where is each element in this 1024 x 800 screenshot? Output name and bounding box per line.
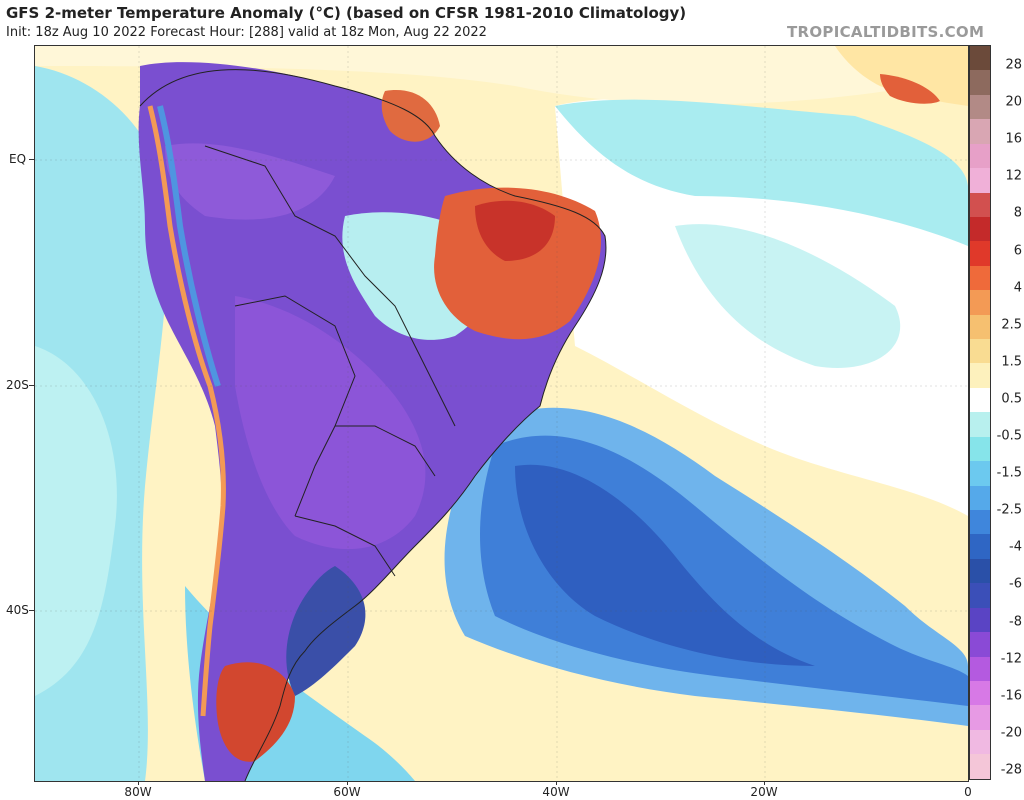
- colorbar-segment: [970, 314, 990, 340]
- warm-anomaly-northeast-brazil: [434, 187, 601, 340]
- brand-watermark: TROPICALTIDBITS.COM: [787, 23, 985, 41]
- anomaly-map: [34, 45, 969, 782]
- colorbar-segment: [970, 510, 990, 535]
- lat-label-40s: 40S: [6, 603, 29, 617]
- lat-label-eq: EQ: [9, 152, 27, 166]
- africa-landmass: [835, 46, 968, 106]
- colorbar-segment: [970, 290, 990, 315]
- map-canvas: [35, 46, 968, 781]
- warm-anomaly-patagonia: [216, 662, 295, 762]
- lon-label-80w: 80W: [124, 785, 152, 799]
- colorbar-segment: [970, 46, 990, 71]
- lon-label-0: 0: [964, 785, 972, 799]
- lon-tick: [347, 781, 348, 785]
- colorbar-label: -6: [1009, 576, 1022, 592]
- colorbar-label: -1.5: [996, 465, 1022, 481]
- colorbar-segment: [970, 754, 990, 779]
- colorbar-segment: [970, 94, 990, 120]
- colorbar-segment: [970, 461, 990, 486]
- lon-tick: [764, 781, 765, 785]
- colorbar-labels: 28 20 16 12 8 6 4 2.5 1.5 0.5 -0.5 -1.5 -2.5 -4 -6 -8 -1…: [995, 45, 1024, 780]
- warm-anomaly-north: [35, 46, 968, 105]
- andes-cool-strip: [157, 105, 221, 387]
- colorbar-segment: [970, 436, 990, 462]
- colorbar-segment: [970, 534, 990, 559]
- very-cold-anomaly-interior: [235, 296, 426, 550]
- colorbar-label: 1.5: [1001, 354, 1022, 370]
- colorbar-segment: [970, 70, 990, 95]
- lon-tick: [556, 781, 557, 785]
- colorbar-segment: [970, 241, 990, 266]
- colorbar-label: -20: [1000, 725, 1022, 741]
- warm-anomaly-guianas: [381, 90, 440, 142]
- map-subtitle: Init: 18z Aug 10 2022 Forecast Hour: [28…: [6, 25, 487, 40]
- colorbar-segment: [970, 558, 990, 584]
- colorbar-label: -4: [1009, 539, 1022, 555]
- lat-tick: [29, 610, 34, 611]
- colorbar-label: 28: [1005, 57, 1022, 73]
- lon-label-60w: 60W: [333, 785, 361, 799]
- colorbar-segment: [970, 143, 990, 169]
- colorbar-segment: [970, 363, 990, 388]
- colorbar-segment: [970, 412, 990, 437]
- colorbar-label: 20: [1005, 94, 1022, 110]
- colorbar-segment: [970, 485, 990, 511]
- colorbar-label: 0.5: [1001, 391, 1022, 407]
- colorbar-label: 2.5: [1001, 317, 1022, 333]
- lat-label-20s: 20S: [6, 378, 29, 392]
- colorbar-segment: [970, 168, 990, 193]
- lon-label-40w: 40W: [542, 785, 570, 799]
- colorbar-label: 4: [1013, 280, 1022, 296]
- colorbar: [969, 45, 991, 780]
- colorbar-label: -0.5: [996, 428, 1022, 444]
- warm-anomaly-west-africa: [880, 74, 940, 104]
- colorbar-label: -16: [1000, 688, 1022, 704]
- lon-label-20w: 20W: [750, 785, 778, 799]
- lat-tick: [29, 385, 34, 386]
- lon-tick: [138, 781, 139, 785]
- colorbar-label: -28: [1000, 762, 1022, 778]
- colorbar-label: 12: [1005, 168, 1022, 184]
- colorbar-segment: [970, 729, 990, 755]
- cold-anomaly-amazon-west: [165, 143, 335, 220]
- colorbar-label: -2.5: [996, 502, 1022, 518]
- country-borders: [139, 69, 607, 781]
- colorbar-label: -12: [1000, 651, 1022, 667]
- colorbar-label: 6: [1013, 243, 1022, 259]
- colorbar-segment: [970, 119, 990, 144]
- hot-anomaly-northeast-brazil: [475, 200, 555, 261]
- map-title: GFS 2-meter Temperature Anomaly (°C) (ba…: [6, 4, 687, 22]
- cold-anomaly-pampas: [286, 566, 366, 696]
- cool-anomaly-north-atlantic: [555, 99, 968, 246]
- andes-warm-strip: [147, 105, 226, 717]
- colorbar-segment: [970, 656, 990, 681]
- colorbar-segment: [970, 216, 990, 242]
- cool-anomaly-pacific-south: [35, 346, 117, 696]
- cold-anomaly-south-atlantic-core: [515, 464, 815, 666]
- colorbar-segment: [970, 192, 990, 217]
- colorbar-label: 16: [1005, 131, 1022, 147]
- colorbar-label: -8: [1009, 614, 1022, 630]
- colorbar-label: 8: [1013, 205, 1022, 221]
- colorbar-segment: [970, 339, 990, 364]
- colorbar-segment: [970, 583, 990, 608]
- colorbar-segment: [970, 387, 990, 413]
- colorbar-segment: [970, 632, 990, 657]
- cool-anomaly-central-atlantic: [675, 224, 901, 368]
- graticule: [35, 46, 968, 781]
- colorbar-segment: [970, 680, 990, 706]
- colorbar-segment: [970, 265, 990, 291]
- colorbar-segment: [970, 705, 990, 730]
- colorbar-segment: [970, 607, 990, 633]
- lat-tick: [29, 159, 34, 160]
